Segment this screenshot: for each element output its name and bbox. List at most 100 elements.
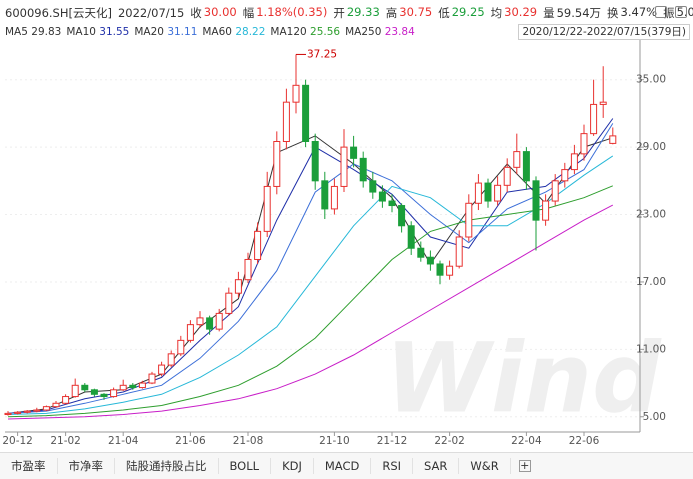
candle-body [369,180,377,193]
icon[interactable] [655,6,667,18]
ma-name: MA60 [202,26,232,38]
candle-body [4,412,12,416]
ma-legend-item: MA10 31.55 [66,26,129,38]
candle-body [426,256,434,265]
candle-body [580,133,588,155]
candle-body [599,101,607,105]
field-label: 均 [490,6,503,20]
tab[interactable]: MACD [314,458,372,474]
candle-body [90,389,98,395]
field-label: 低 [438,6,450,20]
candle-body [244,258,252,281]
quote-field: 收 30.00 [190,5,236,21]
ma-name: MA120 [270,26,307,38]
candle-body [254,230,262,260]
ma-legend-item: MA250 23.84 [345,26,415,38]
ma-value: 31.11 [167,26,198,38]
candle-body [71,384,79,398]
candle-body [446,265,454,276]
ma-name: MA250 [345,26,382,38]
ma-legend: MA5 29.83 MA10 31.55 MA20 31.11 MA60 28.22 M… [5,24,415,40]
candle-body [321,180,329,210]
candle-body [542,200,550,221]
watermark: Wind [385,322,662,434]
ma-line [7,185,613,418]
quote-field: 换 3.47% [607,5,657,21]
candle-body [570,153,578,171]
field-value: 29.33 [346,5,380,19]
field-value: 5.06% [676,5,693,19]
ma-legend-item: MA120 25.56 [270,26,340,38]
candle-body [436,263,444,276]
quote-header: 600096.SH[云天化] 2022/07/15 收 30.00 幅 1.18%(0… [5,4,693,22]
ma-value: 31.55 [99,26,130,38]
icon[interactable] [675,6,687,18]
candle-body [167,353,175,366]
candle-body [273,141,281,187]
candle-body [311,141,319,182]
x-tick-label: 21-04 [108,435,139,447]
toolbar-icons [655,6,687,18]
tab[interactable]: BOLL [219,458,272,474]
ma-legend-item: MA60 28.22 [202,26,265,38]
indicator-tabs: 市盈率 市净率 陆股通持股占比 BOLL KDJ MACD RSI SAR W&R + [0,452,693,479]
tab[interactable]: RSI [371,458,414,474]
candle-body [52,402,60,408]
y-tick-label: 35.00 [636,74,666,86]
date-range[interactable]: 2020/12/22-2022/07/15(379日) [518,24,690,40]
candle-body [129,384,137,389]
tab[interactable]: SAR [413,458,460,474]
candle-body [186,324,194,341]
x-tick-label: 22-06 [569,435,600,447]
candle-body [225,292,233,314]
candle-body [119,384,127,391]
quote-field: 量 59.54万 [543,5,601,21]
field-value: 3.47% [620,5,658,19]
peak-label: 37.25 [307,48,337,60]
tab[interactable]: 市盈率 [0,458,58,474]
ma-legend-item: MA20 31.11 [134,26,197,38]
candle-body [14,411,22,414]
field-value: 30.29 [504,5,538,19]
quote-field: 幅 1.18%(0.35) [243,5,328,21]
field-label: 幅 [242,6,255,20]
candle-body [215,312,223,330]
tab[interactable]: 陆股通持股占比 [115,458,219,474]
candle-body [532,180,540,221]
ma-legend-item: MA5 29.83 [5,26,61,38]
candle-body [62,396,70,404]
field-label: 开 [333,6,345,20]
x-tick-label: 21-12 [377,435,408,447]
x-tick-label: 20-12 [2,435,33,447]
candle-body [148,373,156,384]
add-tab[interactable]: + [518,459,531,472]
candle-body [110,389,118,398]
field-label: 高 [385,6,398,20]
quote-field: 振5.06% [663,5,693,21]
quote-field: 开 29.33 [333,5,379,21]
candle-body [42,406,50,411]
tab[interactable]: KDJ [271,458,314,474]
field-label: 量 [543,6,555,20]
tab[interactable]: W&R [459,458,511,474]
candle-body [388,200,396,207]
candle-body [590,103,598,135]
candle-body [417,247,425,258]
tab[interactable]: 市净率 [58,458,115,474]
candle-body [234,279,242,294]
candle-body [503,166,511,186]
candle-body [292,84,300,103]
x-tick-label: 21-02 [50,435,81,447]
y-tick-label: 5.00 [643,411,666,423]
candle-body [551,180,559,202]
stock-code: 600096.SH[云天化] [5,6,112,20]
field-value: 1.18%(0.35) [256,5,328,19]
candle-body [513,151,521,168]
candle-body [23,410,31,413]
x-tick-label: 22-04 [511,435,542,447]
field-value: 59.54万 [556,6,602,20]
candle-body [494,184,502,202]
ma-value: 28.22 [235,26,266,38]
